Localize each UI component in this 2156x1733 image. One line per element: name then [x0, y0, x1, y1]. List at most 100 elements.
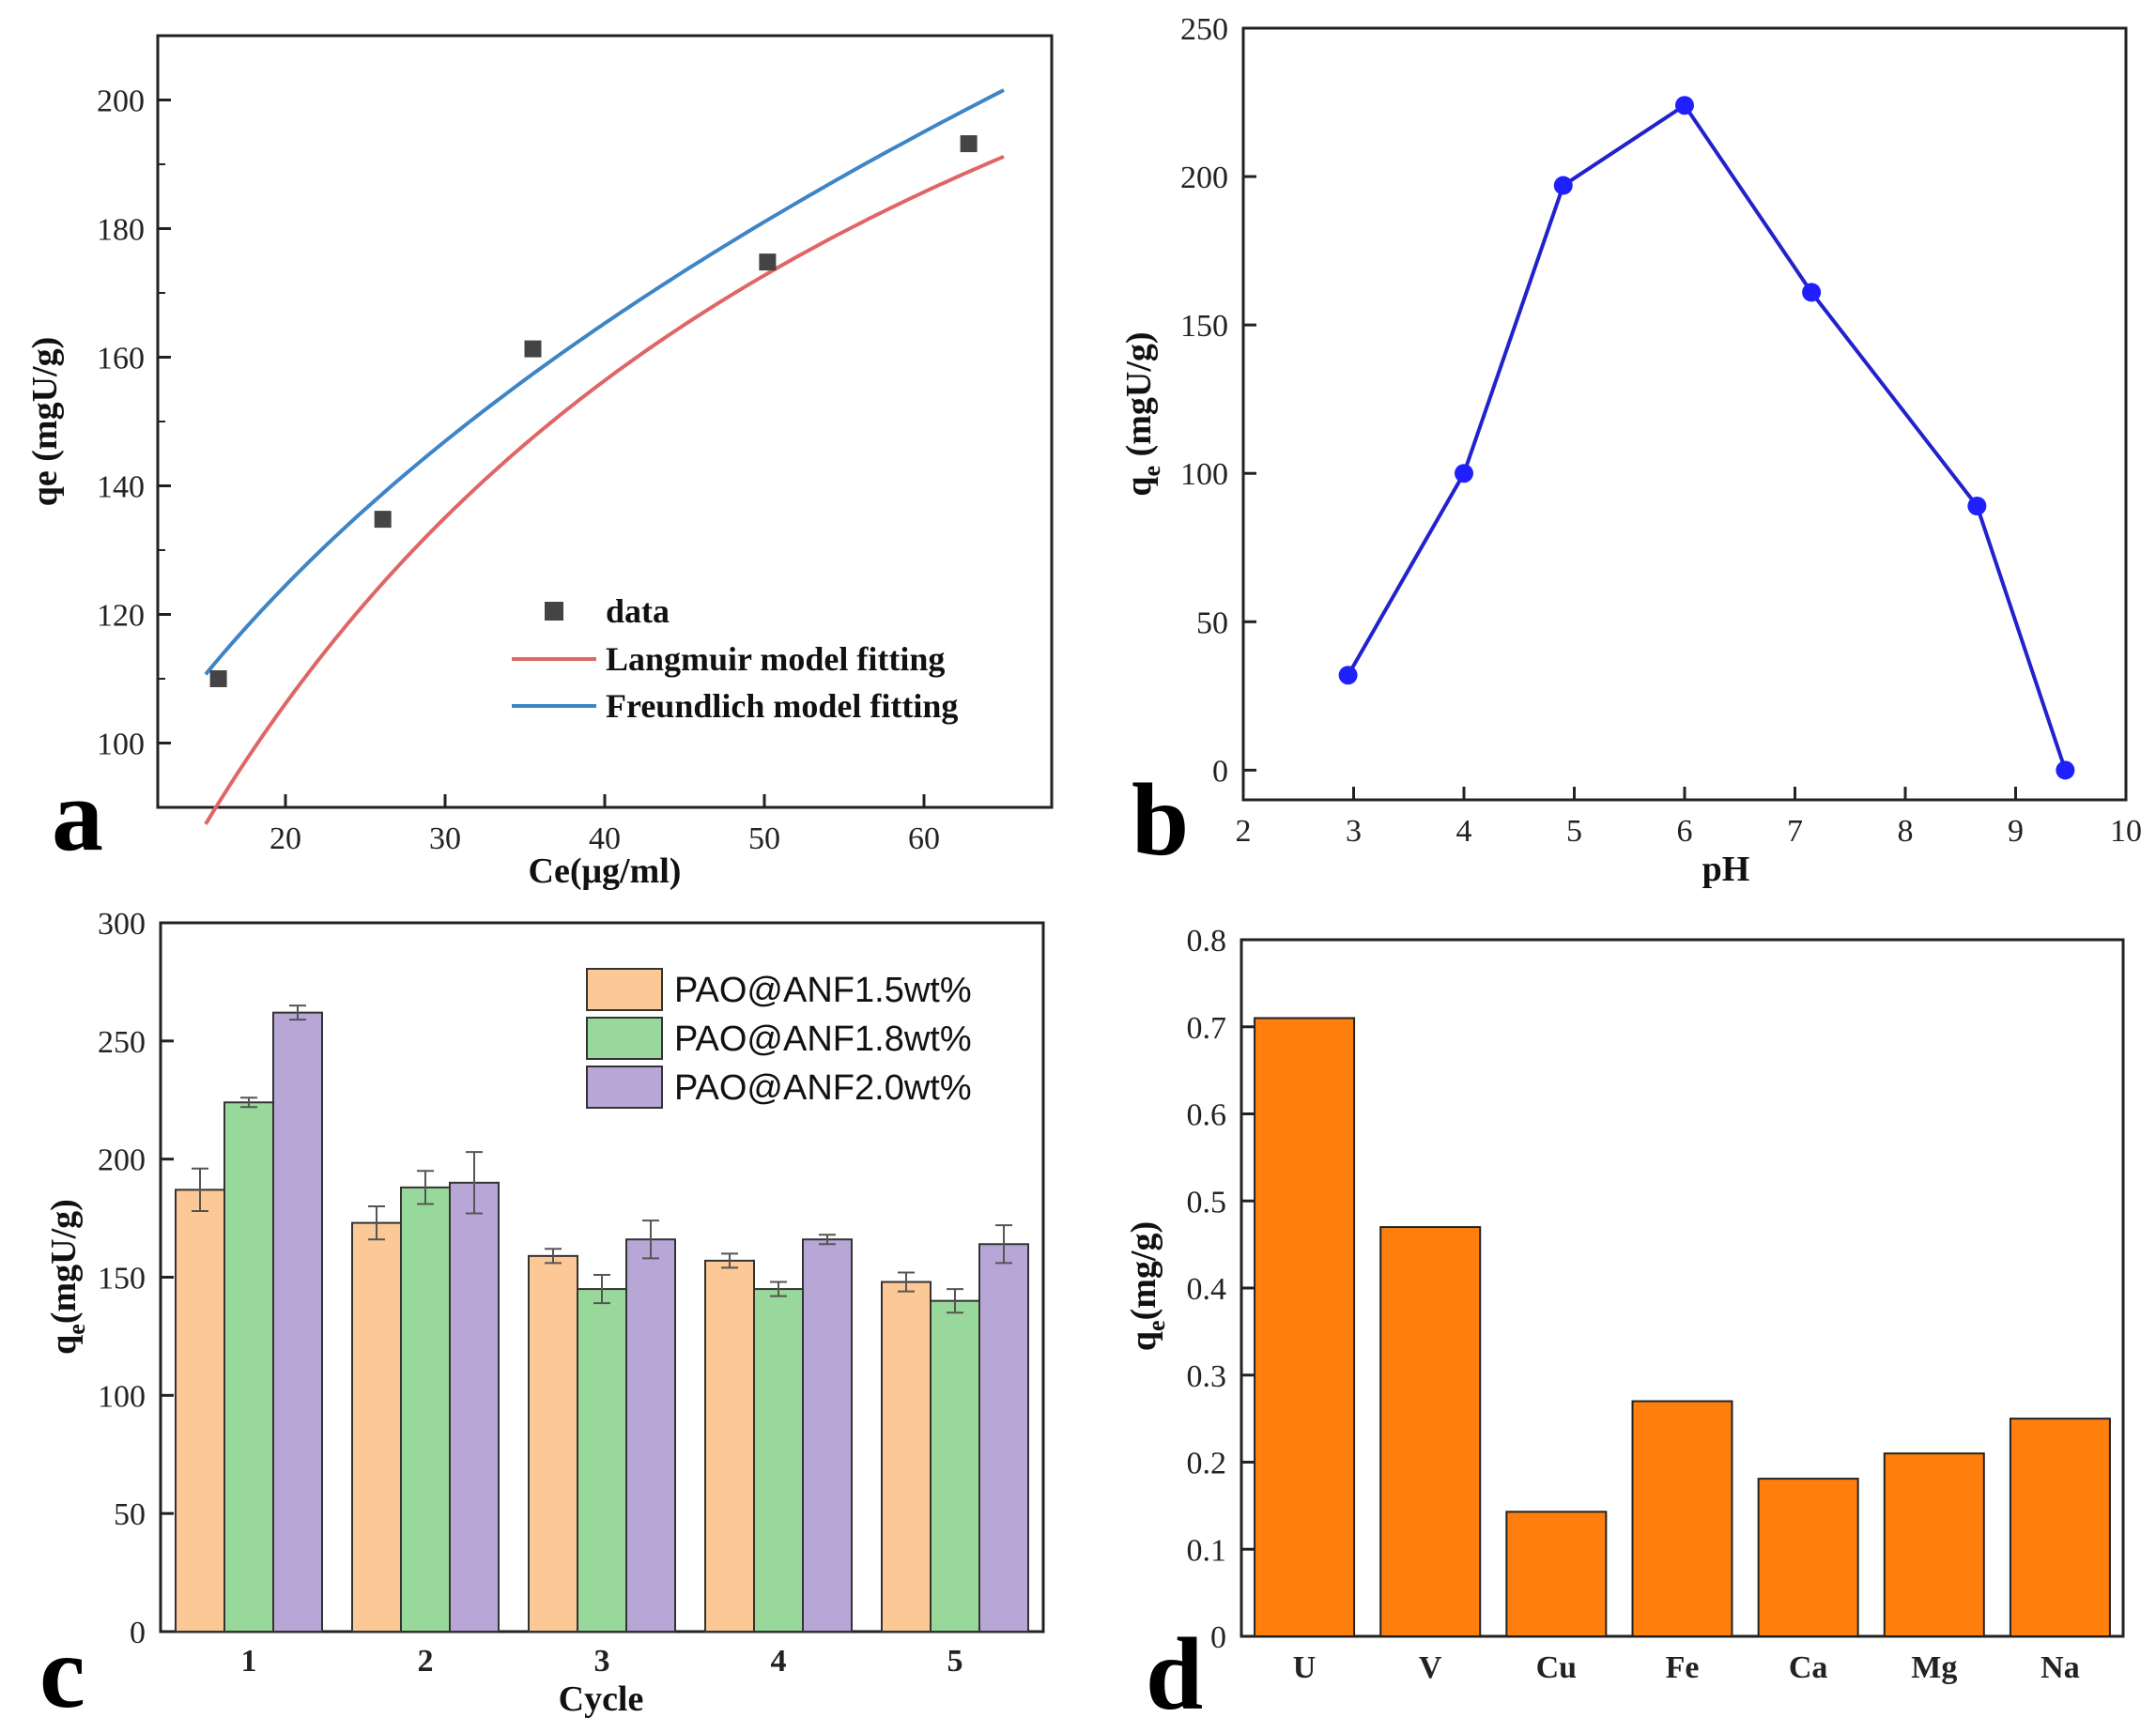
panel-b-ylabel-q: q: [1119, 476, 1159, 496]
bar-PAO@ANF1.8wt%: [930, 1299, 980, 1633]
langmuir-fit-curve: [204, 154, 1005, 825]
panel-a-isotherm-chart: 20 30 40 50 60 100 120 140 160 180 200 data Langmu…: [25, 34, 1054, 891]
data-point: [759, 253, 777, 271]
panel-d-ylabel-sub: e: [1143, 1320, 1170, 1331]
y-tick-label: 50: [1196, 606, 1228, 640]
bar-PAO@ANF1.5wt%: [704, 1259, 755, 1633]
x-tick-label: Mg: [1911, 1650, 1957, 1685]
panel-a-legend: data Langmuir model fitting Freundlich m…: [512, 592, 958, 725]
panel-c-legend: PAO@ANF1.5wt% PAO@ANF1.8wt% PAO@ANF2.0wt%: [586, 968, 972, 1109]
bar-PAO@ANF1.8wt%: [577, 1288, 627, 1633]
bar-PAO@ANF1.8wt%: [753, 1288, 804, 1633]
x-tick-label: U: [1293, 1650, 1317, 1685]
panel-b-label: b: [1132, 762, 1189, 877]
data-point: [960, 135, 978, 153]
x-tick-label: 2: [418, 1644, 434, 1679]
bar-PAO@ANF1.5wt%: [351, 1221, 402, 1633]
x-tick-label: Fe: [1666, 1650, 1700, 1685]
legend-swatch: [586, 1066, 663, 1109]
panel-c-ylabel-sub: e: [63, 1324, 90, 1335]
y-tick-label: 0.7: [1187, 1011, 1227, 1046]
x-tick-label: 30: [429, 821, 461, 856]
y-tick-label: 150: [1180, 309, 1228, 344]
y-tick-label: 250: [1180, 12, 1228, 47]
bar-PAO@ANF1.8wt%: [400, 1186, 451, 1633]
x-tick-label: 4: [1456, 814, 1472, 849]
x-tick-label: 60: [908, 821, 940, 856]
panel-a-y-axis-label: qe (mgU/g): [25, 337, 65, 506]
x-tick-label: 40: [589, 821, 621, 856]
panel-c-ylabel-q: q: [44, 1335, 84, 1355]
panel-a-data-points: [209, 135, 978, 687]
y-tick-label: 150: [98, 1262, 146, 1296]
panel-b-x-axis-label: pH: [1702, 850, 1750, 889]
y-tick-label: 0: [130, 1616, 146, 1650]
panel-b-frame: [1241, 26, 2128, 802]
freundlich-fit-curve: [204, 88, 1005, 676]
y-tick-label: 0.1: [1187, 1533, 1227, 1568]
y-tick-label: 120: [97, 599, 145, 634]
ph-data-point: [1338, 666, 1358, 685]
y-tick-label: 50: [114, 1497, 146, 1532]
legend-data-marker: [545, 602, 563, 621]
bar-U: [1254, 1017, 1356, 1637]
y-tick-label: 140: [97, 470, 145, 505]
legend-swatch: [586, 1017, 663, 1060]
panel-c-y-axis-label: qe(mgU/g): [44, 1199, 90, 1355]
bar-PAO@ANF2.0wt%: [978, 1243, 1029, 1633]
bar-Ca: [1757, 1478, 1859, 1638]
y-tick-label: 250: [98, 1025, 146, 1060]
ph-data-point: [1455, 464, 1473, 483]
panel-d-bars: [1254, 1017, 2111, 1638]
legend-label: PAO@ANF1.5wt%: [674, 971, 972, 1010]
bar-PAO@ANF2.0wt%: [625, 1238, 676, 1633]
panel-d-ion-chart: 0 0.1 0.2 0.3 0.4 0.5 0.6 0.7 0.8 U V Cu Fe Ca Mg Na qe…: [1124, 924, 2125, 1731]
x-tick-label: 5: [1566, 814, 1582, 849]
y-tick-label: 160: [97, 342, 145, 376]
ph-series-line: [1346, 102, 2068, 772]
x-tick-label: Cu: [1536, 1650, 1577, 1685]
panel-b-ylabel-unit: (mgU/g): [1119, 331, 1159, 465]
bar-Mg: [1883, 1452, 1985, 1637]
y-tick-label: 200: [1180, 161, 1228, 195]
bar-PAO@ANF1.5wt%: [175, 1189, 225, 1633]
legend-data-label: data: [606, 592, 670, 630]
panel-c-bars: [175, 1005, 1029, 1633]
ph-data-point: [2056, 760, 2075, 780]
data-point: [524, 340, 542, 358]
y-tick-label: 0.2: [1187, 1447, 1227, 1481]
x-tick-label: 10: [2110, 814, 2142, 849]
y-tick-label: 0.6: [1187, 1098, 1227, 1133]
bar-PAO@ANF1.5wt%: [528, 1254, 578, 1633]
x-tick-label: 1: [241, 1644, 257, 1679]
panel-b-y-axis-label: qe (mgU/g): [1119, 331, 1165, 496]
panel-c-label: c: [39, 1615, 85, 1729]
y-tick-label: 0.5: [1187, 1185, 1227, 1219]
bar-PAO@ANF1.8wt%: [223, 1101, 274, 1633]
y-tick-label: 0.8: [1187, 924, 1227, 959]
x-tick-label: 3: [1346, 814, 1362, 849]
legend-freundlich-label: Freundlich model fitting: [606, 687, 958, 725]
bar-PAO@ANF2.0wt%: [272, 1011, 323, 1633]
ph-data-point: [1967, 497, 1987, 516]
x-tick-label: 8: [1898, 814, 1914, 849]
x-tick-label: Na: [2040, 1650, 2080, 1685]
panel-c-ticks: 0 50 100 150 200 250 300 1 2 3 4 5: [98, 907, 963, 1679]
panel-d-ticks: 0 0.1 0.2 0.3 0.4 0.5 0.6 0.7 0.8 U V Cu Fe Ca Mg Na: [1187, 924, 2080, 1685]
data-point: [209, 670, 227, 687]
panel-c-x-axis-label: Cycle: [559, 1679, 644, 1719]
x-tick-label: 4: [771, 1644, 787, 1679]
bar-Cu: [1505, 1511, 1608, 1638]
y-tick-label: 200: [97, 84, 145, 119]
y-tick-label: 0: [1210, 1620, 1226, 1655]
x-tick-label: Ca: [1789, 1650, 1828, 1685]
bar-PAO@ANF1.5wt%: [881, 1281, 932, 1633]
ph-data-point: [1553, 176, 1573, 195]
y-tick-label: 180: [97, 213, 145, 248]
bar-PAO@ANF2.0wt%: [802, 1238, 853, 1633]
bar-Na: [2009, 1418, 2111, 1637]
